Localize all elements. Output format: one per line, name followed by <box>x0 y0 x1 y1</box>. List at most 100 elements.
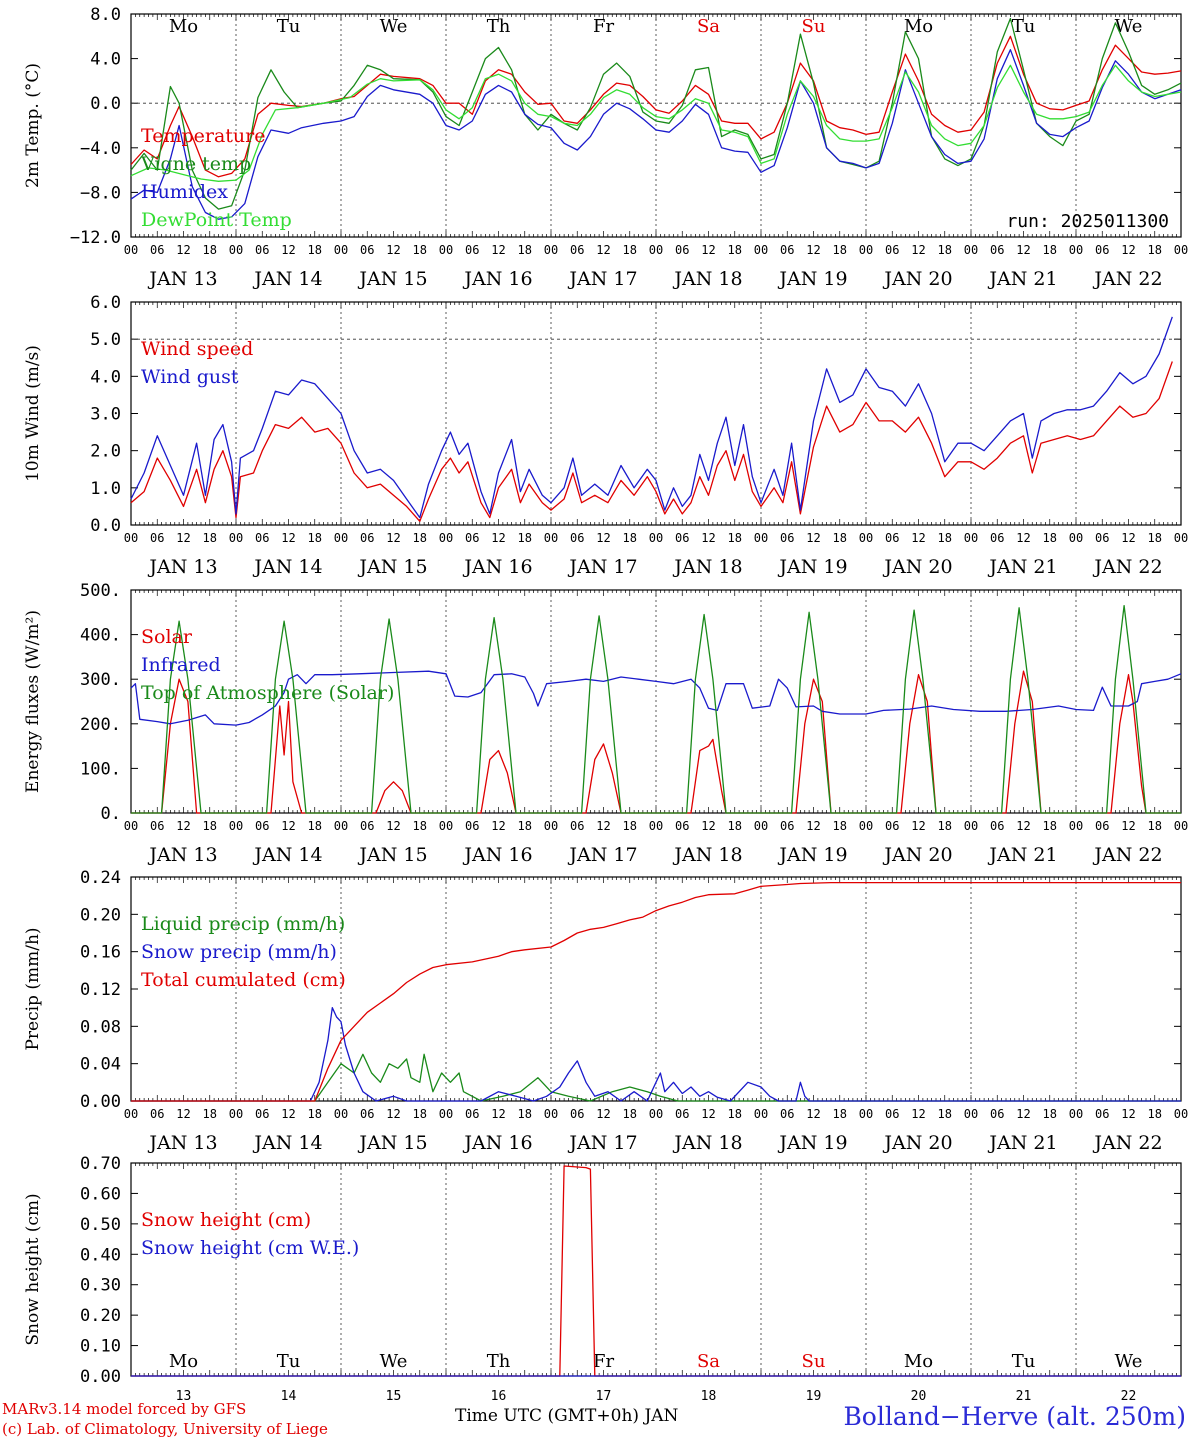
hour-label: 06 <box>360 819 374 833</box>
hour-label: 12 <box>491 819 505 833</box>
y-tick-label: 0.30 <box>80 1276 121 1296</box>
hour-label: 00 <box>964 243 978 257</box>
legend-entry: Humidex <box>141 181 228 203</box>
y-axis-label: 2m Temp. (°C) <box>23 63 43 188</box>
date-label: JAN 13 <box>147 1132 217 1154</box>
day-name: Tu <box>1012 16 1036 37</box>
date-label: JAN 14 <box>252 268 322 290</box>
hour-label: 12 <box>701 531 715 545</box>
day-number: 21 <box>1016 1389 1032 1404</box>
y-tick-label: 5.0 <box>90 330 121 350</box>
legend-entry: Temperature <box>141 125 265 147</box>
hour-label: 00 <box>859 531 873 545</box>
series-line-blue <box>131 1007 1181 1102</box>
date-label: JAN 17 <box>567 1132 637 1154</box>
hour-label: 06 <box>570 531 584 545</box>
date-label: JAN 21 <box>987 1132 1057 1154</box>
hour-label: 18 <box>833 819 847 833</box>
hour-label: 00 <box>439 1107 453 1121</box>
hour-label: 00 <box>229 1107 243 1121</box>
legend-entry: Liquid precip (mm/h) <box>141 913 345 935</box>
hour-label: 18 <box>203 531 217 545</box>
hour-label: 12 <box>491 1107 505 1121</box>
hour-label: 00 <box>544 531 558 545</box>
hour-label: 06 <box>675 1107 689 1121</box>
legend-entry: Top of Atmosphere (Solar) <box>141 682 394 704</box>
hour-label: 18 <box>413 531 427 545</box>
hour-label: 06 <box>255 1107 269 1121</box>
series-line-red <box>130 361 1173 522</box>
date-label: JAN 22 <box>1092 844 1162 866</box>
day-number: 16 <box>491 1389 507 1404</box>
hour-label: 12 <box>1121 531 1135 545</box>
hour-label: 12 <box>1016 819 1030 833</box>
date-label: JAN 18 <box>672 1132 742 1154</box>
legend-entry: Infrared <box>141 654 221 676</box>
hour-label: 18 <box>413 1107 427 1121</box>
hour-label: 18 <box>1043 819 1057 833</box>
hour-label: 18 <box>623 243 637 257</box>
legend-entry: Snow precip (mm/h) <box>141 941 337 963</box>
hour-label: 00 <box>544 819 558 833</box>
day-number: 13 <box>176 1389 192 1404</box>
date-label: JAN 15 <box>357 1132 427 1154</box>
hour-label: 18 <box>938 531 952 545</box>
hour-label: 18 <box>623 531 637 545</box>
hour-label: 12 <box>806 1107 820 1121</box>
hour-label: 00 <box>1069 819 1083 833</box>
hour-label: 00 <box>334 243 348 257</box>
hour-label: 06 <box>255 819 269 833</box>
y-axis-label: Snow height (cm) <box>23 1193 43 1345</box>
hour-label: 00 <box>229 819 243 833</box>
day-number: 18 <box>701 1389 717 1404</box>
date-label: JAN 22 <box>1092 268 1162 290</box>
y-tick-label: 0.00 <box>80 1092 121 1112</box>
hour-label: 00 <box>124 243 138 257</box>
hour-label: 18 <box>1148 243 1162 257</box>
hour-label: 00 <box>439 531 453 545</box>
hour-label: 18 <box>308 243 322 257</box>
y-axis-label: Energy fluxes (W/m²) <box>23 610 43 793</box>
hour-label: 18 <box>1148 819 1162 833</box>
legend-entry: Wind gust <box>141 366 239 388</box>
y-tick-label: 500. <box>80 581 121 601</box>
hour-label: 00 <box>1174 243 1188 257</box>
date-label: JAN 15 <box>357 268 427 290</box>
date-label: JAN 19 <box>777 268 847 290</box>
day-name: Mo <box>904 1351 933 1372</box>
day-name: Tu <box>277 16 301 37</box>
hour-label: 18 <box>518 243 532 257</box>
hour-label: 18 <box>1043 531 1057 545</box>
hour-label: 12 <box>806 243 820 257</box>
hour-label: 12 <box>596 1107 610 1121</box>
y-tick-label: 4.0 <box>90 50 121 70</box>
series-line-green <box>131 604 1181 814</box>
day-number: 15 <box>386 1389 402 1404</box>
hour-label: 06 <box>780 531 794 545</box>
series-line-green <box>131 1053 1181 1102</box>
date-label: JAN 15 <box>357 844 427 866</box>
y-tick-label: 200. <box>80 715 121 735</box>
hour-label: 12 <box>386 1107 400 1121</box>
legend-entry: Wind speed <box>141 338 253 360</box>
hour-label: 06 <box>675 243 689 257</box>
hour-label: 12 <box>701 243 715 257</box>
day-number: 20 <box>911 1389 927 1404</box>
hour-label: 06 <box>255 243 269 257</box>
hour-label: 12 <box>386 819 400 833</box>
hour-label: 18 <box>308 819 322 833</box>
day-name: Tu <box>277 1351 301 1372</box>
hour-label: 12 <box>596 243 610 257</box>
hour-label: 06 <box>465 1107 479 1121</box>
date-label: JAN 19 <box>777 844 847 866</box>
day-name: Sa <box>697 1351 720 1372</box>
day-name: We <box>1115 1351 1143 1372</box>
series-line-blue <box>130 49 1182 220</box>
y-tick-label: 4.0 <box>90 367 121 387</box>
hour-label: 06 <box>990 531 1004 545</box>
y-tick-label: 1.0 <box>90 479 121 499</box>
hour-label: 00 <box>229 243 243 257</box>
hour-label: 12 <box>911 819 925 833</box>
panel-snow: 0.00 0.10 0.20 0.30 0.40 0.50 0.60 0.70 Snow hei… <box>23 1154 1182 1404</box>
